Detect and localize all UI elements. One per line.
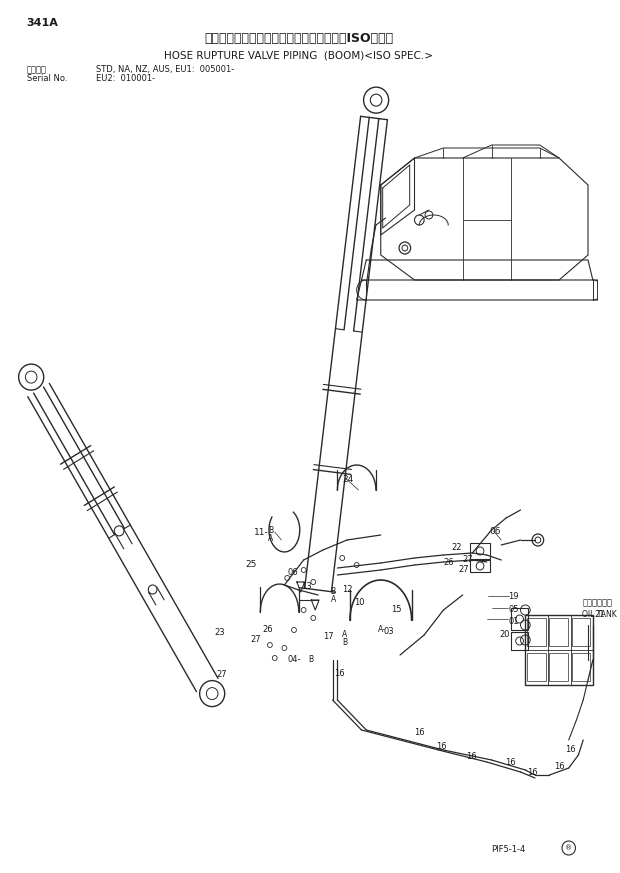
- Text: A: A: [330, 595, 336, 604]
- Text: 04-: 04-: [287, 655, 301, 664]
- Bar: [525, 615, 593, 685]
- Text: 05: 05: [508, 605, 518, 614]
- Text: A: A: [342, 630, 347, 639]
- Text: 26: 26: [443, 558, 454, 567]
- Text: 16: 16: [335, 669, 345, 678]
- Text: 16: 16: [467, 752, 477, 761]
- Text: B: B: [309, 655, 314, 664]
- Text: 06: 06: [490, 527, 501, 536]
- Text: B: B: [330, 587, 336, 596]
- Text: 19: 19: [508, 592, 518, 601]
- Bar: [572, 618, 590, 646]
- Text: 341A: 341A: [26, 18, 58, 28]
- Text: 27: 27: [216, 670, 226, 679]
- Text: 26: 26: [262, 625, 273, 634]
- Text: 24: 24: [342, 475, 353, 484]
- Text: 27: 27: [459, 565, 469, 574]
- Bar: [511, 632, 528, 650]
- Bar: [549, 618, 568, 646]
- Bar: [572, 653, 590, 681]
- Text: EU2:  010001-: EU2: 010001-: [96, 74, 156, 83]
- Bar: [527, 618, 546, 646]
- Bar: [471, 560, 490, 572]
- Text: 16: 16: [436, 742, 446, 751]
- Text: ホースラプチャーバルブ配管（ブーム）＜ISO仕様＞: ホースラプチャーバルブ配管（ブーム）＜ISO仕様＞: [204, 32, 393, 45]
- Text: 22: 22: [451, 543, 462, 552]
- Text: 17: 17: [323, 632, 334, 641]
- Text: B: B: [268, 526, 273, 535]
- Text: 27: 27: [250, 635, 261, 644]
- Bar: [511, 608, 528, 630]
- Text: オイルタンク: オイルタンク: [582, 598, 612, 607]
- Text: 25: 25: [246, 560, 257, 569]
- Text: OIL TANK: OIL TANK: [582, 610, 617, 619]
- Text: A: A: [268, 534, 273, 543]
- Text: B: B: [342, 638, 347, 647]
- Text: 06: 06: [287, 568, 298, 577]
- Text: 20: 20: [499, 630, 510, 639]
- Text: 03: 03: [384, 627, 394, 636]
- Bar: [549, 653, 568, 681]
- Text: 16: 16: [415, 728, 425, 737]
- Text: 01: 01: [508, 617, 518, 626]
- Text: HOSE RUPTURE VALVE PIPING  (BOOM)<ISO SPEC.>: HOSE RUPTURE VALVE PIPING (BOOM)<ISO SPE…: [164, 50, 433, 60]
- Text: 16: 16: [505, 758, 516, 767]
- Text: 23: 23: [214, 628, 224, 637]
- Text: 12: 12: [342, 585, 353, 594]
- Text: 15: 15: [391, 605, 402, 614]
- Text: 16: 16: [527, 768, 538, 777]
- Bar: [527, 653, 546, 681]
- Text: STD, NA, NZ, AUS, EU1:  005001-: STD, NA, NZ, AUS, EU1: 005001-: [96, 65, 234, 74]
- Bar: [471, 543, 490, 559]
- Text: 21: 21: [595, 610, 605, 619]
- Text: 11-: 11-: [254, 528, 268, 537]
- Text: A-: A-: [378, 625, 386, 634]
- Text: 適用号機: 適用号機: [27, 65, 47, 74]
- Text: ®: ®: [565, 845, 572, 851]
- Text: Serial No.: Serial No.: [27, 74, 68, 83]
- Text: 16: 16: [554, 762, 565, 771]
- Text: 13: 13: [301, 582, 311, 591]
- Text: 16: 16: [565, 745, 575, 754]
- Text: 27: 27: [463, 555, 473, 564]
- Text: 10: 10: [354, 598, 365, 607]
- Text: PIF5-1-4: PIF5-1-4: [492, 845, 526, 854]
